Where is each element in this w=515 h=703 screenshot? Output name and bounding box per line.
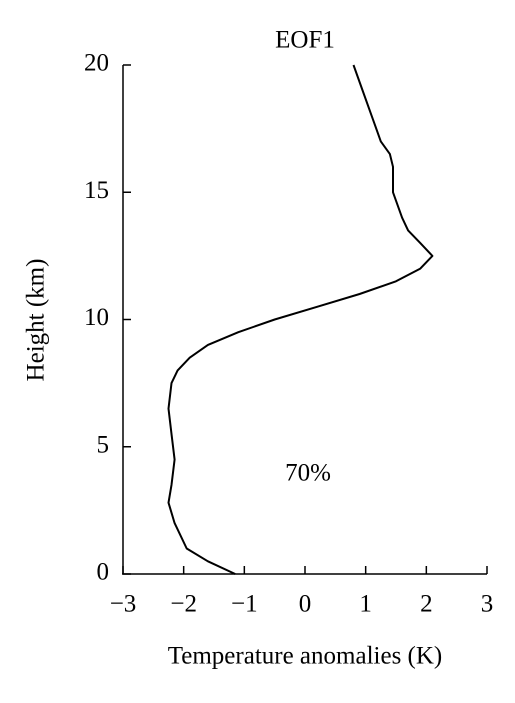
x-tick-label: −2 bbox=[170, 591, 197, 618]
x-tick-label: −3 bbox=[110, 591, 137, 618]
x-tick-label: 2 bbox=[420, 591, 433, 618]
profile-line bbox=[167, 64, 434, 575]
chart-title: EOF1 bbox=[275, 27, 335, 54]
y-tick-label: 5 bbox=[97, 431, 110, 458]
annotation: 70% bbox=[285, 460, 331, 487]
x-tick-label: 0 bbox=[299, 591, 312, 618]
y-tick-label: 15 bbox=[84, 177, 109, 204]
x-tick-label: −1 bbox=[231, 591, 258, 618]
x-tick-label: 3 bbox=[481, 591, 494, 618]
x-axis-label: Temperature anomalies (K) bbox=[168, 643, 443, 670]
x-tick-label: 1 bbox=[359, 591, 372, 618]
y-tick-label: 0 bbox=[97, 559, 110, 586]
y-tick-label: 20 bbox=[84, 50, 109, 77]
y-axis-label: Height (km) bbox=[23, 259, 50, 382]
y-tick-label: 10 bbox=[84, 304, 109, 331]
